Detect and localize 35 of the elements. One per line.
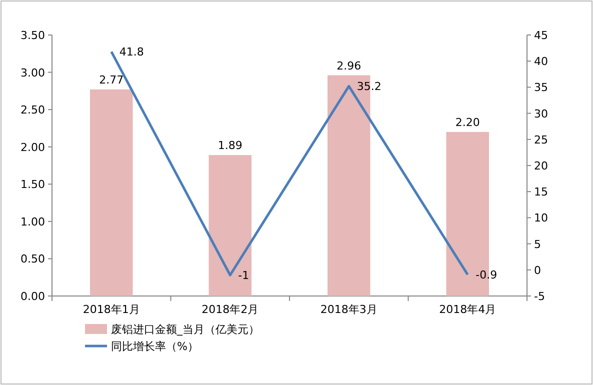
data-label: 35.2: [356, 80, 382, 94]
y2-tick-label: 10: [534, 212, 548, 225]
y2-tick-label: 20: [534, 160, 548, 172]
y2-tick-label: 40: [534, 55, 548, 68]
data-label: -1: [238, 269, 250, 282]
legend-label: 废铝进口金额_当月（亿美元）: [111, 323, 260, 336]
y-tick-label: 0.50: [20, 252, 45, 266]
y-tick-label: 1.00: [20, 215, 45, 228]
x-tick-label: 2018年3月: [320, 303, 378, 316]
y-tick-label: 1.50: [20, 178, 45, 192]
data-label: -0.9: [476, 268, 498, 282]
y-tick-label: 2.00: [20, 140, 45, 154]
data-label: 2.20: [455, 116, 480, 129]
y2-tick-label: 0: [534, 264, 541, 277]
y2-tick-label: 35: [534, 81, 548, 94]
data-label: 2.96: [336, 59, 362, 72]
data-label: 1.89: [218, 139, 242, 152]
y2-tick-label: -5: [534, 290, 545, 303]
bar: [90, 89, 133, 296]
y-tick-label: 3.50: [20, 29, 45, 42]
y-tick-label: 0.00: [20, 290, 45, 303]
y2-tick-label: 45: [534, 29, 548, 42]
x-tick-label: 2018年4月: [439, 303, 496, 316]
y2-tick-label: 5: [534, 238, 541, 251]
y2-tick-label: 30: [534, 107, 548, 120]
y-tick-label: 3.00: [20, 66, 45, 80]
legend-label: 同比增长率（%）: [111, 340, 198, 353]
y2-tick-label: 15: [534, 186, 548, 199]
data-label: 2.77: [99, 73, 124, 86]
data-label: 41.8: [119, 46, 144, 59]
y-tick-label: 2.50: [20, 104, 45, 117]
bar: [208, 155, 252, 296]
x-tick-label: 2018年1月: [82, 303, 140, 316]
x-tick-label: 2018年2月: [202, 303, 259, 316]
y2-tick-label: 25: [534, 133, 548, 146]
